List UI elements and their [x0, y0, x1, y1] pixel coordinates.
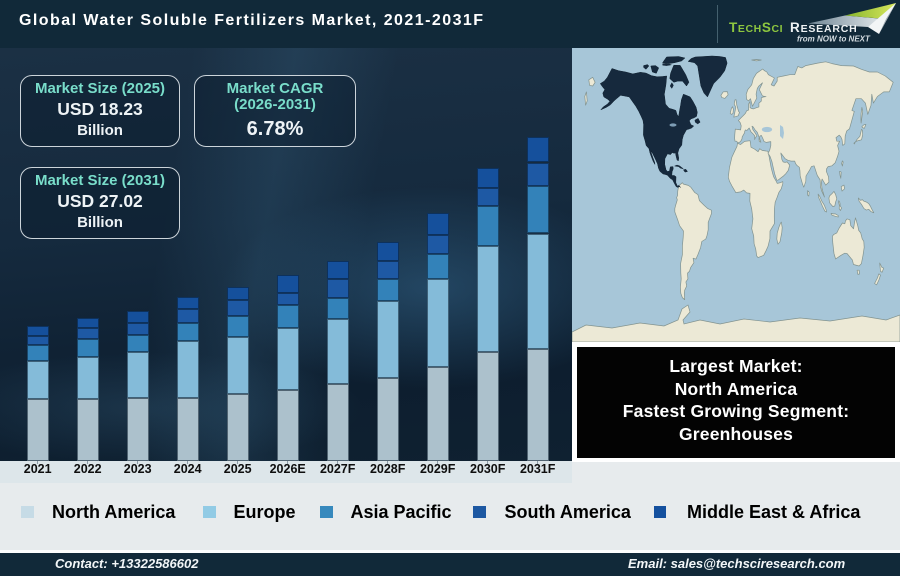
svg-text:from NOW to NEXT: from NOW to NEXT: [797, 35, 871, 44]
svg-text:RESEARCH: RESEARCH: [790, 20, 858, 35]
svg-text:TECHSCI: TECHSCI: [729, 20, 783, 35]
